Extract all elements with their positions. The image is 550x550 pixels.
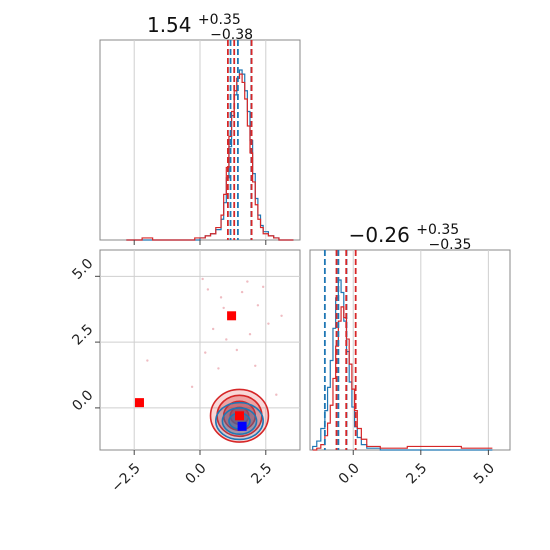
joint-distribution-panel: −2.5 0.0 2.5 0.0 2.5 5.0 [69,249,301,496]
x-tick-label: 2.5 [403,460,430,487]
quantile-lines [226,40,253,240]
histogram-step-line [126,69,294,241]
grid [352,250,489,450]
title-plus: +0.35 [416,222,459,238]
square-marker [227,311,237,321]
reference-markers [134,311,247,431]
histogram-step-line [312,279,493,451]
scatter-points [146,277,283,396]
histogram-step-line [312,306,493,451]
scatter-point [267,322,270,325]
marginal-histogram-param-1: 1.54 +0.35 −0.38 [99,5,301,245]
x-tick-label: 0.0 [336,460,363,487]
scatter-point [211,327,215,331]
y-tick-label: 0.0 [69,387,96,414]
x-ticks: −2.5 0.0 2.5 [108,450,275,496]
x-ticks: 0.0 2.5 5.0 [336,450,498,487]
panel-title: 1.54 +0.35 −0.38 [147,5,253,43]
quantile-lines [323,250,357,450]
title-minus: −0.35 [429,237,472,253]
scatter-point [190,385,194,389]
y-tick-label: 2.5 [69,322,96,349]
square-marker [234,411,244,421]
title-median: −0.26 [349,223,410,247]
scatter-point [261,285,265,289]
histogram-series [126,69,294,241]
title-plus: +0.35 [198,12,241,28]
scatter-point [146,359,149,362]
scatter-point [222,306,225,310]
scatter-point [275,393,278,396]
x-tick-label: 0.0 [183,460,210,487]
scatter-point [206,288,210,291]
grid [133,40,267,240]
scatter-point [248,333,252,336]
scatter-point [217,367,220,370]
scatter-point [256,304,260,307]
scatter-point [235,348,239,352]
x-tick-label: −2.5 [108,460,143,495]
square-marker [134,398,144,408]
scatter-point [201,277,204,281]
title-median: 1.54 [147,13,192,37]
x-tick-label: 2.5 [248,460,275,487]
scatter-point [240,290,244,294]
scatter-point [246,280,249,283]
square-marker [237,421,247,431]
title-minus: −0.38 [210,27,253,43]
y-tick-label: 5.0 [69,256,96,283]
scatter-point [204,351,207,354]
grid [100,250,300,450]
scatter-point [254,364,257,367]
histogram-series [312,279,493,451]
scatter-point [225,338,228,341]
scatter-point [219,296,223,299]
scatter-point [280,314,283,317]
panel-title: −0.26 +0.35 −0.35 [349,215,472,253]
marginal-histogram-param-2: 0.0 2.5 5.0 −0.26 +0.35 −0.35 [309,215,511,487]
x-tick-label: 5.0 [471,460,498,487]
x-ticks [133,240,267,245]
histogram-step-line [126,73,294,241]
y-ticks: 0.0 2.5 5.0 [69,256,100,414]
contour-level [221,407,258,436]
